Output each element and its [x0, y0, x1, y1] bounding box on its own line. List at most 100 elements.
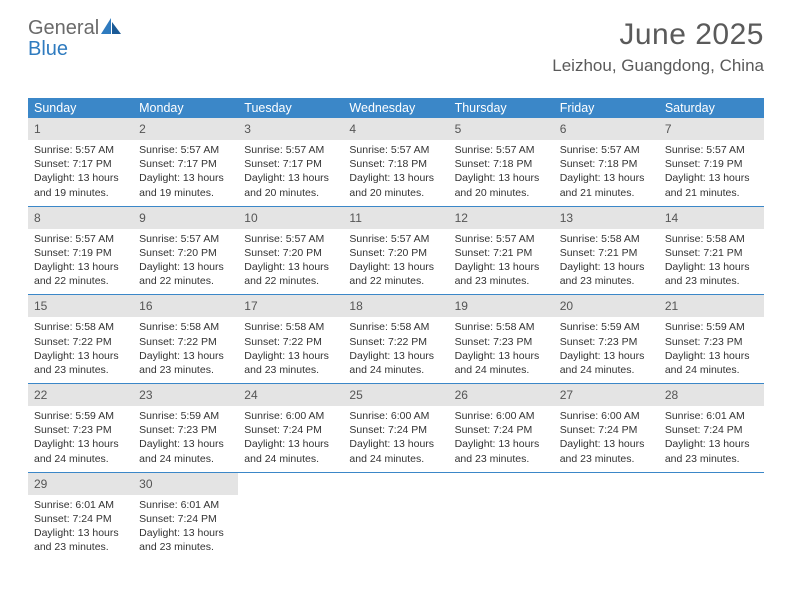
daylight-line-1: Daylight: 13 hours [455, 260, 548, 274]
day-cell: 5Sunrise: 5:57 AMSunset: 7:18 PMDaylight… [449, 118, 554, 206]
day-cell: 7Sunrise: 5:57 AMSunset: 7:19 PMDaylight… [659, 118, 764, 206]
sunrise-line: Sunrise: 6:01 AM [665, 409, 758, 423]
day-number: 3 [244, 122, 251, 136]
sunrise-line: Sunrise: 5:57 AM [139, 143, 232, 157]
sunset-line: Sunset: 7:24 PM [34, 512, 127, 526]
day-number-row: 11 [343, 207, 448, 229]
daylight-line-1: Daylight: 13 hours [34, 171, 127, 185]
sunrise-line: Sunrise: 5:57 AM [349, 143, 442, 157]
weekday-header-row: SundayMondayTuesdayWednesdayThursdayFrid… [28, 98, 764, 118]
sunrise-line: Sunrise: 5:57 AM [455, 143, 548, 157]
day-number-row: 5 [449, 118, 554, 140]
daylight-line-1: Daylight: 13 hours [455, 437, 548, 451]
sunset-line: Sunset: 7:19 PM [665, 157, 758, 171]
daylight-line-2: and 19 minutes. [34, 186, 127, 200]
sunrise-line: Sunrise: 5:58 AM [560, 232, 653, 246]
sunrise-line: Sunrise: 5:58 AM [455, 320, 548, 334]
day-number: 28 [665, 388, 678, 402]
sunset-line: Sunset: 7:24 PM [665, 423, 758, 437]
daylight-line-2: and 24 minutes. [560, 363, 653, 377]
sunrise-line: Sunrise: 6:00 AM [244, 409, 337, 423]
day-number-row: 14 [659, 207, 764, 229]
daylight-line-1: Daylight: 13 hours [244, 260, 337, 274]
sunrise-line: Sunrise: 5:57 AM [244, 143, 337, 157]
daylight-line-2: and 23 minutes. [560, 452, 653, 466]
daylight-line-1: Daylight: 13 hours [34, 526, 127, 540]
day-number-row: 12 [449, 207, 554, 229]
daylight-line-2: and 21 minutes. [665, 186, 758, 200]
daylight-line-1: Daylight: 13 hours [139, 260, 232, 274]
daylight-line-1: Daylight: 13 hours [349, 437, 442, 451]
day-number: 11 [349, 211, 361, 225]
daylight-line-2: and 24 minutes. [139, 452, 232, 466]
sunrise-line: Sunrise: 5:59 AM [34, 409, 127, 423]
day-number-row: 1 [28, 118, 133, 140]
sunrise-line: Sunrise: 6:00 AM [349, 409, 442, 423]
sunset-line: Sunset: 7:21 PM [455, 246, 548, 260]
daylight-line-2: and 23 minutes. [139, 540, 232, 554]
sunset-line: Sunset: 7:20 PM [349, 246, 442, 260]
daylight-line-1: Daylight: 13 hours [349, 260, 442, 274]
day-number: 12 [455, 211, 468, 225]
day-number: 27 [560, 388, 573, 402]
daylight-line-2: and 22 minutes. [139, 274, 232, 288]
daylight-line-1: Daylight: 13 hours [34, 260, 127, 274]
sunrise-line: Sunrise: 5:57 AM [349, 232, 442, 246]
day-number: 19 [455, 299, 468, 313]
day-cell-empty [659, 473, 764, 561]
sunset-line: Sunset: 7:17 PM [34, 157, 127, 171]
day-cell: 18Sunrise: 5:58 AMSunset: 7:22 PMDayligh… [343, 295, 448, 383]
logo-sail-icon [101, 18, 123, 34]
daylight-line-1: Daylight: 13 hours [139, 349, 232, 363]
day-number: 20 [560, 299, 573, 313]
daylight-line-2: and 21 minutes. [560, 186, 653, 200]
day-cell: 11 Sunrise: 5:57 AMSunset: 7:20 PMDayligh… [343, 207, 448, 295]
daylight-line-2: and 20 minutes. [455, 186, 548, 200]
sunset-line: Sunset: 7:18 PM [560, 157, 653, 171]
daylight-line-2: and 20 minutes. [244, 186, 337, 200]
daylight-line-1: Daylight: 13 hours [244, 437, 337, 451]
day-number: 7 [665, 122, 672, 136]
daylight-line-1: Daylight: 13 hours [139, 526, 232, 540]
weekday-header: Sunday [28, 98, 133, 118]
day-number-row: 2 [133, 118, 238, 140]
daylight-line-1: Daylight: 13 hours [560, 171, 653, 185]
sunset-line: Sunset: 7:21 PM [665, 246, 758, 260]
sunset-line: Sunset: 7:23 PM [665, 335, 758, 349]
day-number-row: 15 [28, 295, 133, 317]
month-title: June 2025 [552, 18, 764, 52]
sunrise-line: Sunrise: 6:01 AM [139, 498, 232, 512]
day-number: 9 [139, 211, 146, 225]
day-number: 4 [349, 122, 356, 136]
day-number-row: 23 [133, 384, 238, 406]
day-number: 21 [665, 299, 678, 313]
day-number: 6 [560, 122, 567, 136]
day-number-row: 6 [554, 118, 659, 140]
daylight-line-1: Daylight: 13 hours [139, 171, 232, 185]
weekday-header: Monday [133, 98, 238, 118]
daylight-line-2: and 23 minutes. [455, 452, 548, 466]
daylight-line-1: Daylight: 13 hours [560, 349, 653, 363]
sunrise-line: Sunrise: 5:58 AM [139, 320, 232, 334]
sunrise-line: Sunrise: 5:58 AM [34, 320, 127, 334]
daylight-line-2: and 23 minutes. [560, 274, 653, 288]
daylight-line-2: and 22 minutes. [349, 274, 442, 288]
day-number-row: 17 [238, 295, 343, 317]
location-text: Leizhou, Guangdong, China [552, 56, 764, 76]
daylight-line-1: Daylight: 13 hours [455, 349, 548, 363]
daylight-line-2: and 24 minutes. [349, 363, 442, 377]
daylight-line-1: Daylight: 13 hours [349, 171, 442, 185]
day-cell: 22Sunrise: 5:59 AMSunset: 7:23 PMDayligh… [28, 384, 133, 472]
weekday-header: Tuesday [238, 98, 343, 118]
sunrise-line: Sunrise: 5:59 AM [560, 320, 653, 334]
day-number-row: 28 [659, 384, 764, 406]
sunrise-line: Sunrise: 5:57 AM [34, 143, 127, 157]
sunset-line: Sunset: 7:22 PM [139, 335, 232, 349]
week-row: 8Sunrise: 5:57 AMSunset: 7:19 PMDaylight… [28, 207, 764, 296]
sunset-line: Sunset: 7:24 PM [139, 512, 232, 526]
day-number-row: 22 [28, 384, 133, 406]
day-number-row: 10 [238, 207, 343, 229]
day-number: 16 [139, 299, 152, 313]
day-number-row: 27 [554, 384, 659, 406]
sunset-line: Sunset: 7:17 PM [244, 157, 337, 171]
